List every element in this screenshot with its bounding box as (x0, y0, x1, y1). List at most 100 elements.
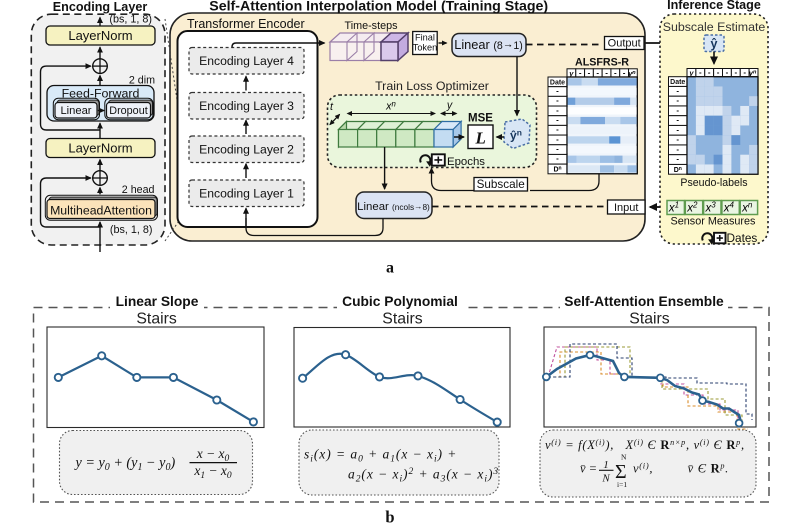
svg-text:-: - (676, 116, 679, 125)
svg-text:x3: x3 (704, 201, 716, 215)
svg-text:xn: xn (741, 201, 753, 215)
svg-text:-: - (708, 68, 711, 77)
svg-text:-: - (556, 125, 559, 134)
svg-text:L: L (475, 129, 486, 148)
svg-text:LayerNorm: LayerNorm (68, 141, 132, 156)
svg-text:Stairs: Stairs (382, 311, 422, 328)
svg-text:N: N (601, 473, 610, 485)
svg-text:Encoding Layer 1: Encoding Layer 1 (199, 187, 294, 201)
svg-text:Time-steps: Time-steps (345, 20, 399, 32)
svg-text:(bs, 1, 8): (bs, 1, 8) (109, 14, 152, 26)
svg-text:a2(x − xi)2 + a3(x − xi)3: a2(x − xi)2 + a3(x − xi)3 (348, 467, 499, 485)
svg-text:Transformer Encoder: Transformer Encoder (187, 17, 305, 31)
svg-text:y: y (446, 100, 453, 112)
svg-text:Output: Output (608, 38, 641, 50)
svg-text:-: - (623, 68, 626, 77)
svg-text:-: - (556, 96, 559, 105)
svg-text:Stairs: Stairs (136, 311, 176, 328)
svg-text:-: - (556, 135, 559, 144)
svg-text:Encoding Layer 4: Encoding Layer 4 (199, 54, 294, 68)
svg-text:2 dim: 2 dim (129, 75, 155, 87)
svg-text:-: - (717, 68, 720, 77)
svg-text:(bs, 1, 8): (bs, 1, 8) (110, 224, 153, 236)
svg-text:-: - (588, 68, 591, 77)
svg-text:Dropout: Dropout (109, 105, 147, 117)
svg-text:Self-Attention Interpolation M: Self-Attention Interpolation Model (Trai… (209, 0, 548, 15)
svg-text:x2: x2 (686, 201, 698, 215)
svg-text:Inference Stage: Inference Stage (667, 0, 761, 12)
svg-text:Train Loss Optimizer: Train Loss Optimizer (375, 79, 489, 93)
svg-text:b: b (385, 508, 394, 527)
svg-text:1: 1 (603, 459, 609, 471)
svg-text:x1: x1 (668, 201, 679, 215)
svg-text:Subscale: Subscale (477, 178, 525, 191)
svg-text:-: - (556, 145, 559, 154)
svg-text:x4: x4 (723, 201, 735, 215)
svg-text:Date: Date (550, 79, 565, 86)
svg-text:Dn: Dn (553, 166, 561, 174)
svg-text:Epochs: Epochs (447, 156, 485, 168)
svg-text:Self-Attention Ensemble: Self-Attention Ensemble (564, 294, 724, 309)
svg-text:ŷn: ŷn (510, 128, 522, 143)
svg-text:Final: Final (415, 33, 435, 43)
svg-text:Encoding Layer 2: Encoding Layer 2 (199, 143, 294, 157)
svg-text:Stairs: Stairs (629, 311, 669, 328)
svg-text:2 head: 2 head (122, 184, 155, 196)
svg-text:y: y (688, 69, 694, 78)
svg-text:-: - (596, 68, 599, 77)
svg-text:MultiheadAttention: MultiheadAttention (50, 204, 152, 218)
svg-text:Linear: Linear (60, 105, 91, 117)
svg-text:Cubic Polynomial: Cubic Polynomial (342, 294, 458, 309)
svg-text:Feed-Forward: Feed-Forward (62, 87, 140, 101)
svg-text:-: - (579, 68, 582, 77)
svg-text:-: - (726, 68, 729, 77)
svg-text:Σ: Σ (615, 461, 627, 483)
svg-text:yn: yn (748, 69, 757, 78)
svg-text:Dn: Dn (674, 166, 682, 174)
svg-text:y = y0 + (y1 − y0): y = y0 + (y1 − y0) (74, 455, 176, 473)
svg-text:x − x0: x − x0 (196, 446, 230, 464)
svg-text:Linear (ncols→8): Linear (ncols→8) (357, 201, 430, 213)
svg-text:ŷ: ŷ (711, 37, 718, 51)
svg-text:-: - (676, 86, 679, 95)
svg-text:v(i), v̄ Є Rp.: v(i), v̄ Є Rp. (633, 461, 729, 476)
svg-text:y: y (568, 69, 574, 78)
svg-text:-: - (676, 96, 679, 105)
svg-text:v̄ =: v̄ = (580, 462, 597, 476)
svg-text:si(x) = a0 + a1(x − xi) +: si(x) = a0 + a1(x − xi) + (304, 447, 457, 465)
svg-text:Input: Input (614, 202, 638, 214)
svg-text:v(i) = f(X(i)), X(i) Є Rn×p,: v(i) = f(X(i)), X(i) Є Rn×p, v(i) Є Rp, (545, 437, 745, 452)
svg-text:-: - (614, 68, 617, 77)
svg-text:t: t (330, 101, 334, 113)
svg-text:Dates: Dates (727, 231, 758, 245)
svg-text:-: - (743, 68, 746, 77)
svg-text:xn: xn (385, 100, 396, 113)
svg-text:Date: Date (670, 79, 685, 86)
svg-text:N: N (621, 453, 627, 462)
svg-text:MSE: MSE (468, 112, 493, 124)
svg-text:yn: yn (627, 69, 636, 78)
svg-text:LayerNorm: LayerNorm (68, 28, 132, 43)
svg-text:a: a (386, 260, 394, 277)
svg-text:Linear (8→1): Linear (8→1) (454, 37, 523, 52)
svg-text:ALSFRS-R: ALSFRS-R (575, 57, 629, 69)
svg-text:-: - (556, 154, 559, 163)
svg-text:-: - (676, 106, 679, 115)
svg-text:-: - (734, 68, 737, 77)
svg-text:-: - (556, 86, 559, 95)
svg-text:-: - (556, 106, 559, 115)
svg-text:-: - (676, 145, 679, 154)
svg-text:-: - (699, 68, 702, 77)
svg-text:-: - (676, 125, 679, 134)
svg-text:Encoding Layer 3: Encoding Layer 3 (199, 99, 294, 113)
svg-text:Token: Token (413, 43, 438, 53)
svg-text:-: - (605, 68, 608, 77)
svg-text:Sensor Measures: Sensor Measures (671, 216, 757, 228)
svg-text:-: - (676, 135, 679, 144)
svg-text:i=1: i=1 (617, 480, 627, 489)
svg-text:-: - (556, 116, 559, 125)
svg-text:-: - (676, 155, 679, 164)
svg-text:Pseudo-labels: Pseudo-labels (680, 177, 747, 189)
svg-text:Encoding Layer: Encoding Layer (53, 0, 148, 14)
svg-text:Subscale Estimate: Subscale Estimate (663, 20, 766, 34)
